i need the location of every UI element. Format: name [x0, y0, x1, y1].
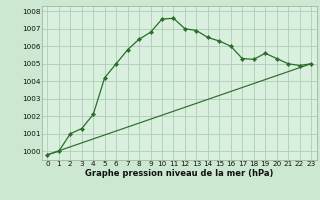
X-axis label: Graphe pression niveau de la mer (hPa): Graphe pression niveau de la mer (hPa): [85, 169, 273, 178]
